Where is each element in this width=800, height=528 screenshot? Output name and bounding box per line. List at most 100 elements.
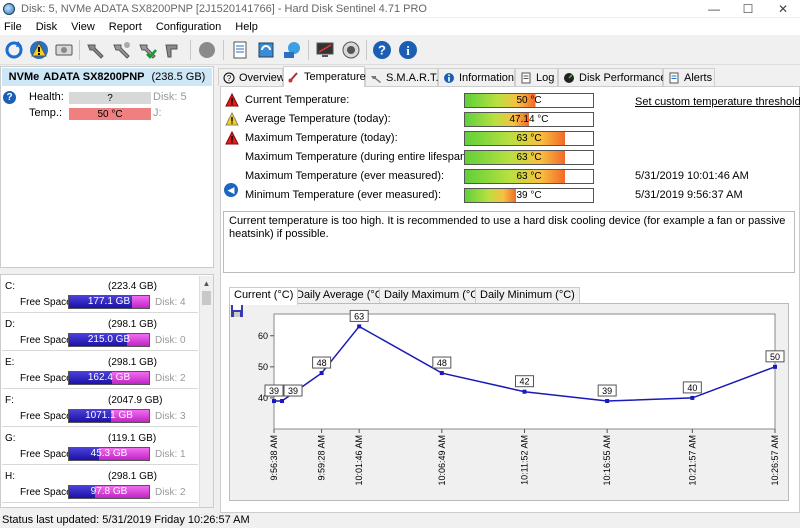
tools-icon [370, 72, 382, 84]
temp-row-label: Minimum Temperature (ever measured): [245, 189, 442, 201]
volume-scrollbar[interactable]: ▲ [199, 276, 213, 507]
menu-report[interactable]: Report [108, 20, 142, 33]
x-tick-label: 10:16:55 AM [602, 435, 612, 486]
tab-disk-performance[interactable]: Disk Performance [558, 68, 666, 86]
temp-row-label: Maximum Temperature (during entire lifes… [245, 151, 473, 163]
volume-letter: E: [5, 357, 15, 368]
red-warning-icon [225, 93, 239, 107]
scroll-up-icon[interactable]: ▲ [202, 278, 211, 288]
close-button[interactable]: ✕ [777, 1, 789, 16]
graph-tab-daily-average[interactable]: Daily Average (°C) [291, 287, 392, 304]
volume-disk: Disk: 4 [155, 297, 186, 308]
volume-item[interactable]: D: (298.1 GB) Free Space 215.0 GB Disk: … [2, 315, 198, 351]
volume-item[interactable]: H: (298.1 GB) Free Space 97.8 GB Disk: 2 [2, 467, 198, 503]
chart-svg: 40 50 60 9:56:38 AM 9:59:28 AM 10:01:46 AM 10:… [258, 309, 785, 486]
tools-icon[interactable] [84, 38, 108, 62]
data-label-box [264, 384, 284, 397]
minimize-button[interactable]: — [708, 1, 720, 16]
health-value: ? [69, 92, 151, 104]
network-icon[interactable] [280, 38, 304, 62]
tools3-icon[interactable] [162, 38, 186, 62]
tab-smart[interactable]: S.M.A.R.T. [365, 68, 439, 86]
temp-row-label: Current Temperature: [245, 94, 350, 106]
disk-help-icon[interactable]: ? [3, 91, 16, 104]
volume-item[interactable]: C: (223.4 GB) Free Space 177.1 GB Disk: … [2, 277, 198, 313]
free-space-label: Free Space [20, 487, 72, 498]
scroll-thumb[interactable] [202, 291, 211, 305]
maximize-button[interactable]: ☐ [742, 1, 754, 16]
temp-row-bar: 39 °C [464, 188, 594, 203]
dot-icon[interactable] [195, 38, 219, 62]
volume-disk: Disk: 0 [155, 335, 186, 346]
refresh-icon[interactable] [2, 38, 26, 62]
menu-configuration[interactable]: Configuration [155, 20, 222, 33]
data-label: 63 [354, 311, 364, 321]
data-label-box [283, 384, 303, 397]
volume-item[interactable]: F: (2047.9 GB) Free Space 1071.1 GB Disk… [2, 391, 198, 427]
data-point [773, 364, 777, 369]
tab-alerts[interactable]: Alerts [663, 68, 715, 86]
data-label-box [765, 350, 785, 363]
data-point [690, 395, 695, 400]
volume-disk: Disk: 3 [155, 411, 186, 422]
x-tick-label: 10:06:49 AM [437, 435, 447, 486]
volume-size: (298.1 GB) [108, 471, 157, 482]
graph-tab-daily-minimum[interactable]: Daily Minimum (°C) [475, 287, 580, 304]
tools2-icon[interactable] [110, 38, 134, 62]
data-label: 39 [288, 386, 298, 396]
free-space-value: 177.1 GB [87, 296, 131, 307]
tab-log[interactable]: Log [515, 68, 558, 86]
volume-item[interactable]: G: (119.1 GB) Free Space 45.3 GB Disk: 1 [2, 429, 198, 465]
data-point [319, 371, 324, 376]
save-icon[interactable] [230, 304, 244, 318]
window-title: Disk: 5, NVMe ADATA SX8200PNP [2J1520141… [21, 2, 427, 15]
menu-view[interactable]: View [71, 20, 95, 33]
x-tick-label: 10:21:57 AM [687, 435, 697, 486]
help-circle-icon: ? [223, 72, 235, 84]
temperature-message: Current temperature is too high. It is r… [223, 211, 795, 273]
info-icon[interactable]: i [396, 38, 420, 62]
custom-thresholds-link[interactable]: Set custom temperature thresholds [635, 96, 800, 108]
report-icon[interactable] [228, 38, 252, 62]
menu-help[interactable]: Help [235, 20, 258, 33]
data-label: 42 [519, 377, 529, 387]
disk-icon[interactable] [52, 38, 76, 62]
menu-file[interactable]: File [4, 20, 22, 33]
menu-disk[interactable]: Disk [35, 20, 58, 33]
free-space-value: 1071.1 GB [85, 410, 133, 421]
temp-row-bar: 63 °C [464, 150, 594, 165]
temp-label: Temp.: [29, 107, 63, 119]
alert-doc-icon [668, 72, 680, 84]
data-point [357, 324, 362, 329]
data-label-box [349, 309, 369, 322]
disk-name: ADATA SX8200PNP [43, 71, 145, 83]
monitor-icon[interactable] [313, 38, 337, 62]
x-tick-label: 10:26:57 AM [770, 435, 780, 486]
free-space-value: 162.4 GB [87, 372, 131, 383]
x-tick-label: 10:01:46 AM [354, 435, 364, 486]
speaker-icon[interactable] [339, 38, 363, 62]
tab-information[interactable]: Information [438, 68, 515, 86]
reset-icon[interactable]: ◀ [224, 183, 238, 197]
sync-icon[interactable] [254, 38, 278, 62]
selected-disk-header[interactable]: NVMe ADATA SX8200PNP (238.5 GB) [2, 68, 212, 86]
graph-tab-daily-maximum[interactable]: Daily Maximum (°C) [379, 287, 487, 304]
svg-text:?: ? [227, 74, 232, 83]
temp-row-label: Maximum Temperature (ever measured): [245, 170, 445, 182]
tab-overview[interactable]: ? Overview [218, 68, 285, 86]
help-icon[interactable]: ? [370, 38, 394, 62]
x-tick-label: 10:11:52 AM [520, 435, 530, 485]
disk-summary-panel: NVMe ADATA SX8200PNP (238.5 GB) ? Health… [0, 66, 214, 268]
tab-temperature[interactable]: Temperature [283, 66, 366, 87]
free-space-label: Free Space [20, 449, 72, 460]
volume-item[interactable]: E: (298.1 GB) Free Space 162.4 GB Disk: … [2, 353, 198, 389]
warning-icon[interactable] [27, 38, 51, 62]
free-space-value: 97.8 GB [90, 486, 128, 497]
graph-tab-current[interactable]: Current (°C) [229, 287, 299, 305]
temp-row-date: 5/31/2019 9:56:37 AM [635, 189, 743, 201]
svg-text:i: i [406, 43, 410, 58]
x-tick-label: 9:56:38 AM [269, 435, 279, 481]
tools-check-icon[interactable] [136, 38, 160, 62]
plot-area [273, 313, 776, 430]
free-space-value: 215.0 GB [87, 334, 131, 345]
